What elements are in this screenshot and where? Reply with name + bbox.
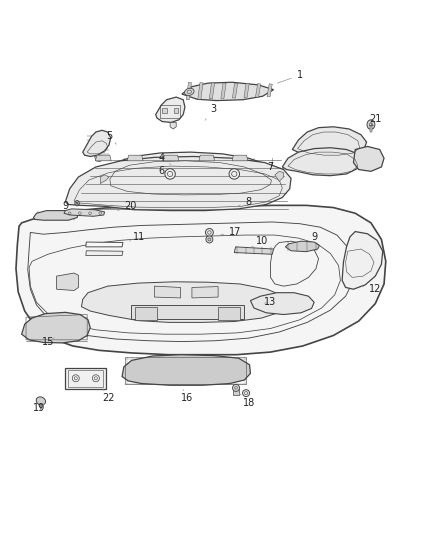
Text: 7: 7: [262, 162, 274, 172]
Text: 17: 17: [221, 228, 242, 237]
Polygon shape: [65, 368, 106, 389]
Text: 16: 16: [181, 390, 194, 403]
Ellipse shape: [75, 200, 79, 206]
Polygon shape: [162, 108, 166, 113]
Polygon shape: [251, 293, 314, 314]
Text: 10: 10: [252, 236, 268, 247]
Polygon shape: [286, 241, 319, 252]
Polygon shape: [131, 305, 244, 319]
Polygon shape: [199, 155, 215, 161]
Polygon shape: [221, 83, 226, 99]
Ellipse shape: [229, 169, 240, 179]
Text: 4: 4: [158, 153, 171, 165]
Polygon shape: [16, 205, 386, 354]
Polygon shape: [86, 251, 123, 256]
Text: 18: 18: [240, 394, 255, 408]
Polygon shape: [198, 83, 203, 99]
Polygon shape: [353, 147, 384, 171]
Polygon shape: [275, 171, 284, 181]
Text: 20: 20: [118, 201, 137, 211]
Polygon shape: [283, 148, 362, 176]
Polygon shape: [83, 130, 111, 157]
Text: 11: 11: [130, 232, 146, 242]
Ellipse shape: [233, 384, 240, 391]
Polygon shape: [267, 84, 272, 96]
Polygon shape: [170, 123, 176, 129]
Text: 22: 22: [103, 390, 115, 403]
Ellipse shape: [165, 169, 175, 179]
Text: 15: 15: [42, 337, 54, 346]
Polygon shape: [127, 155, 143, 161]
Text: 13: 13: [265, 297, 277, 308]
Polygon shape: [292, 127, 367, 158]
Polygon shape: [232, 155, 248, 161]
Polygon shape: [342, 231, 383, 289]
Text: 9: 9: [62, 201, 76, 211]
Ellipse shape: [208, 238, 211, 241]
Polygon shape: [233, 389, 239, 395]
Polygon shape: [218, 306, 240, 320]
Polygon shape: [155, 97, 185, 123]
Polygon shape: [182, 82, 274, 101]
Text: 6: 6: [158, 166, 170, 176]
Polygon shape: [173, 108, 178, 113]
Polygon shape: [33, 211, 78, 220]
Polygon shape: [163, 155, 179, 161]
Text: 9: 9: [304, 232, 317, 242]
Text: 21: 21: [369, 114, 381, 124]
Ellipse shape: [243, 390, 250, 397]
Polygon shape: [255, 84, 261, 97]
Text: 8: 8: [237, 197, 252, 207]
Polygon shape: [57, 273, 78, 290]
Polygon shape: [40, 405, 42, 409]
Polygon shape: [370, 126, 372, 132]
Ellipse shape: [205, 229, 213, 236]
Polygon shape: [234, 247, 274, 254]
Polygon shape: [86, 242, 123, 247]
Ellipse shape: [206, 236, 213, 243]
Ellipse shape: [36, 397, 46, 405]
Polygon shape: [244, 83, 249, 98]
Polygon shape: [21, 312, 90, 343]
Text: 12: 12: [362, 284, 381, 294]
Text: 19: 19: [33, 403, 45, 414]
Polygon shape: [186, 82, 191, 100]
Polygon shape: [135, 306, 157, 320]
Polygon shape: [81, 282, 286, 322]
Polygon shape: [209, 83, 215, 99]
Text: 5: 5: [106, 132, 117, 144]
Polygon shape: [233, 83, 238, 98]
Polygon shape: [154, 286, 180, 298]
Polygon shape: [100, 175, 109, 183]
Polygon shape: [122, 354, 251, 385]
Text: 1: 1: [278, 70, 303, 83]
Ellipse shape: [184, 88, 194, 95]
Ellipse shape: [244, 392, 247, 394]
Polygon shape: [192, 287, 218, 298]
Polygon shape: [65, 157, 291, 211]
Polygon shape: [64, 209, 105, 216]
Polygon shape: [100, 152, 283, 197]
Polygon shape: [95, 155, 111, 161]
Ellipse shape: [367, 120, 375, 130]
Polygon shape: [95, 155, 103, 161]
Text: 3: 3: [205, 104, 217, 120]
